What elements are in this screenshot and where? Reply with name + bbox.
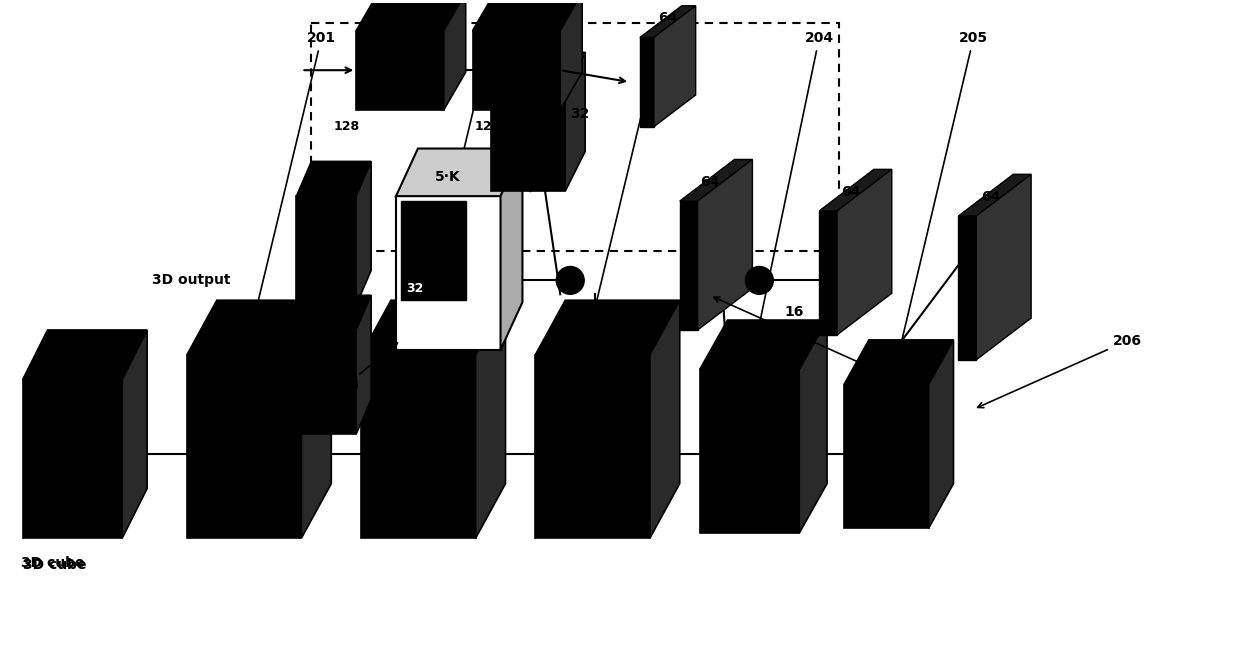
Polygon shape <box>472 0 582 31</box>
Polygon shape <box>187 355 301 538</box>
Polygon shape <box>396 148 522 196</box>
Polygon shape <box>698 159 753 330</box>
Polygon shape <box>820 169 892 211</box>
Text: 3D cube: 3D cube <box>22 558 87 572</box>
Text: 24: 24 <box>277 333 296 347</box>
Polygon shape <box>356 161 371 305</box>
Text: 5·K: 5·K <box>435 170 460 184</box>
Text: 128: 128 <box>475 119 501 133</box>
Polygon shape <box>356 0 466 31</box>
Polygon shape <box>653 6 696 127</box>
Text: 64: 64 <box>658 10 677 25</box>
Polygon shape <box>401 201 466 300</box>
Text: 206: 206 <box>977 334 1142 407</box>
Polygon shape <box>501 148 522 350</box>
Polygon shape <box>640 6 696 37</box>
Text: 3D cube: 3D cube <box>21 556 84 570</box>
Polygon shape <box>800 320 827 534</box>
Text: 207: 207 <box>714 297 903 383</box>
Text: 32: 32 <box>405 282 423 295</box>
Polygon shape <box>187 300 331 355</box>
Polygon shape <box>536 300 680 355</box>
Text: 128: 128 <box>334 119 360 133</box>
Polygon shape <box>123 330 148 538</box>
Polygon shape <box>565 52 585 191</box>
Polygon shape <box>929 340 954 528</box>
Text: 32: 32 <box>451 333 471 347</box>
Polygon shape <box>296 330 356 434</box>
Text: 204: 204 <box>746 31 833 377</box>
Text: 16: 16 <box>784 305 804 319</box>
Polygon shape <box>680 159 753 201</box>
Polygon shape <box>444 0 466 110</box>
Text: 202: 202 <box>410 31 505 365</box>
Polygon shape <box>699 370 800 534</box>
Polygon shape <box>959 216 976 360</box>
Polygon shape <box>296 196 356 305</box>
Text: 205: 205 <box>888 31 988 391</box>
Bar <box>311 23 839 251</box>
Text: 64: 64 <box>521 70 541 84</box>
Text: 64: 64 <box>904 362 924 377</box>
Text: 32: 32 <box>570 107 589 121</box>
Polygon shape <box>976 174 1032 360</box>
Text: 201: 201 <box>242 31 336 365</box>
Text: 3D output: 3D output <box>153 274 231 287</box>
Text: 64: 64 <box>981 190 999 204</box>
Polygon shape <box>680 201 698 330</box>
Polygon shape <box>22 330 148 379</box>
Polygon shape <box>699 320 827 370</box>
Polygon shape <box>356 295 371 434</box>
Polygon shape <box>536 355 650 538</box>
Polygon shape <box>301 300 331 538</box>
Polygon shape <box>491 92 565 191</box>
Polygon shape <box>472 31 560 110</box>
Text: 203: 203 <box>580 31 675 365</box>
Polygon shape <box>959 174 1032 216</box>
Text: 64: 64 <box>625 333 645 347</box>
Text: 64: 64 <box>775 347 794 362</box>
Polygon shape <box>22 379 123 538</box>
Polygon shape <box>650 300 680 538</box>
Text: 32: 32 <box>590 305 610 319</box>
Polygon shape <box>640 37 653 127</box>
Circle shape <box>557 266 584 295</box>
Circle shape <box>745 266 774 295</box>
Polygon shape <box>820 211 837 335</box>
Polygon shape <box>356 31 444 110</box>
Polygon shape <box>296 161 371 196</box>
Polygon shape <box>296 295 371 330</box>
Text: 64: 64 <box>699 175 719 189</box>
Polygon shape <box>361 355 476 538</box>
Text: 208: 208 <box>331 343 397 392</box>
Polygon shape <box>396 196 501 350</box>
Polygon shape <box>844 385 929 528</box>
Polygon shape <box>491 52 585 92</box>
Text: 64: 64 <box>841 185 861 199</box>
Polygon shape <box>560 0 582 110</box>
Polygon shape <box>476 300 506 538</box>
Polygon shape <box>844 340 954 385</box>
Polygon shape <box>837 169 892 335</box>
Polygon shape <box>361 300 506 355</box>
